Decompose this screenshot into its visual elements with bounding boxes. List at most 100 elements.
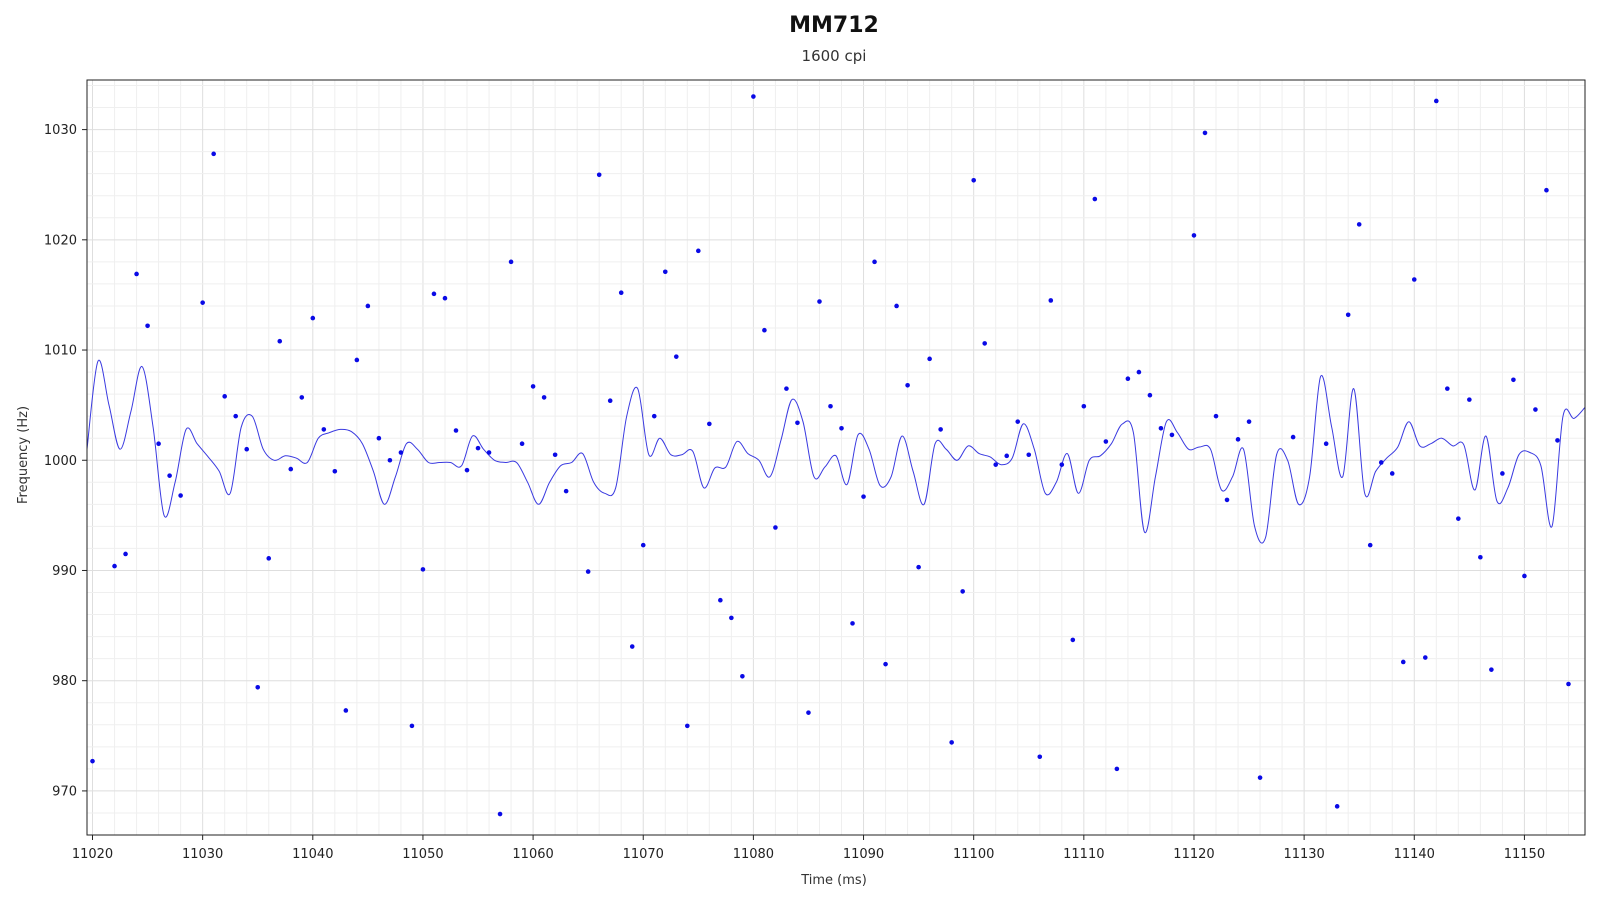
data-point: [839, 425, 844, 431]
data-point: [332, 468, 338, 474]
data-point: [1500, 471, 1505, 476]
data-point: [629, 644, 635, 649]
data-point: [1445, 386, 1450, 391]
data-point: [1235, 437, 1241, 442]
data-point: [1257, 775, 1263, 780]
data-point: [1489, 667, 1494, 672]
data-point: [244, 446, 250, 452]
data-point: [123, 551, 128, 557]
data-point: [1048, 298, 1054, 303]
data-point: [508, 259, 514, 265]
data-point: [729, 615, 734, 621]
plot-frame: [86, 79, 1586, 836]
data-point: [696, 248, 701, 254]
data-point: [982, 341, 987, 346]
x-axis: 11020 11030 11040 11050 11060 11070 11080 11090…: [72, 835, 1545, 862]
y-tick-label: 1000: [44, 454, 77, 469]
data-point: [795, 420, 800, 426]
data-point: [773, 525, 778, 530]
data-point: [299, 395, 305, 400]
data-point: [1456, 516, 1461, 521]
data-point: [145, 323, 150, 329]
data-point: [1367, 542, 1373, 548]
data-point: [1224, 497, 1230, 503]
data-point: [156, 441, 161, 447]
y-axis-label: Frequency (Hz): [16, 406, 31, 504]
x-tick-label: 11030: [182, 847, 223, 862]
data-point: [233, 413, 238, 419]
data-point: [685, 723, 690, 729]
data-point: [552, 452, 558, 458]
x-tick-label: 11150: [1504, 847, 1545, 862]
data-point: [431, 291, 437, 297]
data-point: [354, 357, 360, 363]
data-point: [277, 338, 283, 344]
data-point: [1566, 681, 1571, 687]
smoothed-series: [86, 359, 1586, 544]
data-point: [497, 811, 503, 817]
data-point: [993, 462, 999, 467]
data-point: [784, 386, 789, 391]
data-point: [718, 597, 723, 603]
data-point: [1434, 98, 1439, 104]
data-point: [486, 450, 492, 455]
data-point: [1070, 637, 1076, 643]
x-tick-label: 11040: [292, 847, 333, 862]
data-point: [112, 563, 117, 569]
x-tick-label: 11060: [512, 847, 553, 862]
data-point: [740, 673, 745, 679]
data-point: [288, 466, 294, 472]
data-point: [1103, 439, 1109, 444]
data-point: [883, 661, 888, 667]
data-point: [1114, 766, 1120, 772]
data-point: [949, 740, 954, 745]
data-point: [200, 300, 205, 305]
data-point: [1356, 222, 1362, 227]
data-point: [1511, 377, 1516, 383]
data-point: [365, 303, 371, 309]
data-point: [1378, 460, 1384, 465]
data-point: [211, 151, 216, 157]
data-point: [1004, 453, 1010, 459]
data-point: [266, 556, 272, 561]
data-point: [310, 315, 316, 321]
data-point: [376, 435, 382, 441]
data-point: [453, 428, 459, 433]
data-point: [464, 467, 470, 473]
x-tick-label: 11090: [843, 847, 884, 862]
data-point: [1345, 312, 1351, 318]
data-point: [872, 259, 877, 265]
y-tick-label: 1030: [44, 123, 77, 138]
data-point: [1147, 392, 1153, 398]
data-point: [596, 172, 602, 178]
data-point: [1411, 277, 1417, 282]
data-point: [90, 758, 95, 764]
data-point: [707, 421, 712, 427]
data-point: [134, 271, 139, 277]
y-tick-label: 970: [52, 784, 77, 799]
data-point: [442, 295, 448, 301]
y-tick-label: 1020: [44, 233, 77, 248]
data-point: [255, 685, 261, 690]
data-point: [398, 450, 404, 455]
data-point: [541, 395, 547, 400]
data-point: [607, 398, 613, 404]
data-point: [762, 327, 767, 333]
grid-lines: [87, 80, 1585, 836]
data-point: [673, 354, 679, 359]
data-point: [640, 542, 646, 548]
data-point: [894, 303, 899, 309]
data-point: [1389, 471, 1395, 476]
data-point: [167, 473, 172, 478]
data-point: [828, 403, 833, 409]
data-point: [222, 394, 227, 399]
data-point: [1202, 130, 1208, 136]
data-point: [1533, 407, 1538, 412]
data-point: [420, 567, 426, 572]
data-point: [1246, 419, 1252, 424]
y-tick-label: 980: [52, 674, 77, 689]
data-point: [1169, 432, 1175, 438]
data-point: [850, 621, 855, 626]
